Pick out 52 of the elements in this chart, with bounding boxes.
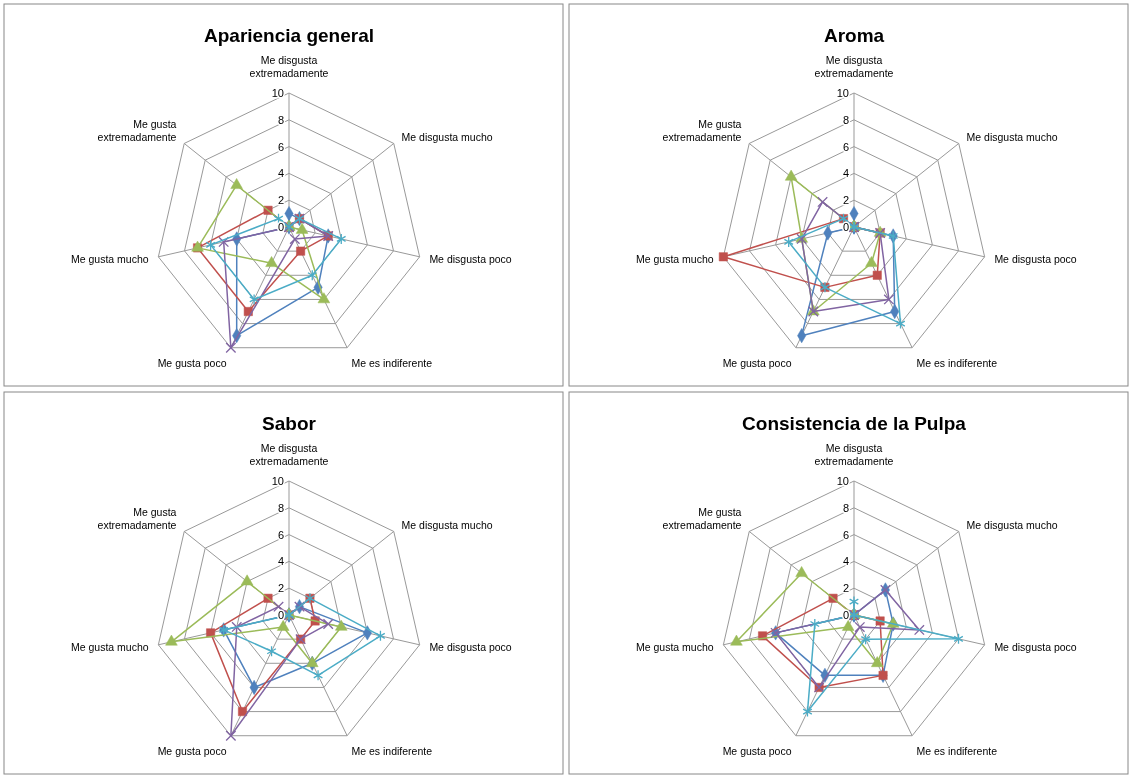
spoke-label: Me gusta extremadamente — [97, 118, 177, 144]
spoke-label: Me disgusta mucho — [401, 131, 493, 144]
y-tick-label: 8 — [842, 501, 849, 514]
y-tick-label: 6 — [842, 528, 849, 541]
y-tick-label: 10 — [836, 475, 849, 487]
y-tick-label: 4 — [277, 167, 284, 180]
y-tick-label: 8 — [277, 501, 284, 514]
spoke-label: Me disgusta mucho — [401, 519, 493, 532]
chart-title: Apariencia general — [203, 25, 375, 46]
spoke-label: Me gusta mucho — [70, 253, 149, 266]
spoke-label: Me es indiferente — [916, 356, 998, 369]
spoke-label: Me disgusta poco — [994, 253, 1077, 266]
y-tick-label: 6 — [277, 528, 284, 541]
spoke-label: Me gusta mucho — [635, 641, 714, 654]
spoke-label: Me gusta extremadamente — [97, 506, 177, 532]
spoke-label: Me disgusta extremadamente — [814, 54, 894, 79]
y-tick-label: 2 — [277, 582, 284, 595]
y-tick-label: 2 — [842, 582, 849, 595]
y-tick-label: 4 — [842, 167, 849, 180]
spoke-label: Me gusta mucho — [635, 253, 714, 266]
spoke-label: Me es indiferente — [351, 744, 433, 757]
chart-title: Consistencia de la Pulpa — [742, 413, 967, 434]
y-tick-label: 10 — [836, 87, 849, 99]
spoke-label: Me gusta poco — [157, 744, 227, 757]
y-tick-label: 8 — [842, 113, 849, 126]
spoke-label: Me disgusta extremadamente — [249, 54, 329, 79]
spoke-label: Me disgusta poco — [429, 641, 512, 654]
spoke-label: Me disgusta poco — [994, 641, 1077, 654]
spoke-label: Me gusta extremadamente — [662, 118, 742, 144]
spoke-label: Me gusta poco — [157, 356, 227, 369]
spoke-label: Me gusta mucho — [70, 641, 149, 654]
spoke-label: Me es indiferente — [351, 356, 433, 369]
y-tick-label: 2 — [277, 194, 284, 207]
y-tick-label: 10 — [271, 87, 284, 99]
spoke-label: Me disgusta poco — [429, 253, 512, 266]
y-tick-label: 6 — [277, 140, 284, 153]
spoke-label: Me disgusta extremadamente — [249, 442, 329, 467]
spoke-label: Me gusta poco — [722, 356, 792, 369]
spoke-label: Me gusta poco — [722, 744, 792, 757]
spoke-label: Me disgusta mucho — [966, 519, 1058, 532]
spoke-label: Me disgusta mucho — [966, 131, 1058, 144]
y-tick-label: 2 — [842, 194, 849, 207]
y-tick-label: 4 — [277, 555, 284, 568]
y-tick-label: 6 — [842, 140, 849, 153]
y-tick-label: 8 — [277, 113, 284, 126]
spoke-label: Me gusta extremadamente — [662, 506, 742, 532]
y-tick-label: 10 — [271, 475, 284, 487]
chart-title: Sabor — [262, 413, 317, 434]
chart-title: Aroma — [823, 25, 885, 46]
y-tick-label: 4 — [842, 555, 849, 568]
spoke-label: Me es indiferente — [916, 744, 998, 757]
spoke-label: Me disgusta extremadamente — [814, 442, 894, 467]
